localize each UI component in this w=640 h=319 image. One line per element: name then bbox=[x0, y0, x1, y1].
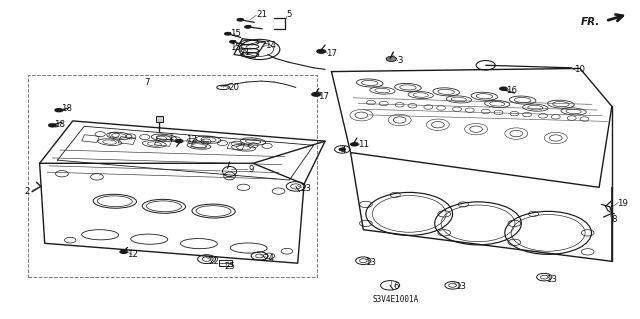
Text: 4: 4 bbox=[341, 145, 346, 154]
Text: 12: 12 bbox=[186, 135, 196, 145]
Circle shape bbox=[387, 56, 396, 62]
Bar bbox=[28, 75, 317, 277]
Text: 14: 14 bbox=[265, 41, 276, 49]
Circle shape bbox=[244, 25, 252, 29]
Text: 23: 23 bbox=[301, 184, 312, 193]
Text: 6: 6 bbox=[394, 282, 399, 291]
Text: 20: 20 bbox=[228, 83, 239, 92]
Text: 3: 3 bbox=[397, 56, 403, 65]
Text: 21: 21 bbox=[239, 48, 250, 57]
Text: 11: 11 bbox=[358, 140, 369, 149]
Circle shape bbox=[229, 40, 237, 44]
Text: 15: 15 bbox=[230, 43, 241, 52]
Circle shape bbox=[311, 92, 321, 97]
Circle shape bbox=[54, 108, 63, 112]
Text: 5: 5 bbox=[287, 10, 292, 19]
Text: 25: 25 bbox=[224, 262, 235, 271]
Bar bbox=[156, 116, 163, 122]
Circle shape bbox=[236, 18, 244, 22]
Text: 17: 17 bbox=[318, 92, 330, 101]
Bar bbox=[154, 138, 172, 146]
Text: 22: 22 bbox=[209, 257, 220, 266]
Circle shape bbox=[119, 250, 128, 254]
Bar bbox=[227, 142, 244, 150]
Text: 17: 17 bbox=[326, 49, 337, 58]
Text: 24: 24 bbox=[264, 254, 275, 263]
Text: 15: 15 bbox=[230, 28, 241, 38]
Text: 13: 13 bbox=[365, 258, 376, 267]
Circle shape bbox=[316, 49, 326, 54]
Text: 8: 8 bbox=[612, 215, 617, 224]
Text: 10: 10 bbox=[575, 64, 586, 74]
Circle shape bbox=[339, 147, 346, 151]
Text: 13: 13 bbox=[454, 282, 466, 292]
Text: 16: 16 bbox=[506, 86, 516, 95]
Text: 1: 1 bbox=[168, 133, 173, 142]
Text: 13: 13 bbox=[547, 275, 557, 284]
Text: 18: 18 bbox=[61, 104, 72, 113]
Bar bbox=[118, 137, 136, 145]
Circle shape bbox=[499, 86, 508, 91]
Text: S3V4E1001A: S3V4E1001A bbox=[372, 295, 419, 304]
Text: 21: 21 bbox=[256, 10, 267, 19]
Bar bbox=[191, 140, 209, 148]
Text: FR.: FR. bbox=[581, 17, 600, 27]
Text: 7: 7 bbox=[144, 78, 149, 87]
Text: 18: 18 bbox=[54, 120, 65, 129]
Circle shape bbox=[48, 123, 57, 128]
Circle shape bbox=[224, 32, 232, 36]
Text: 19: 19 bbox=[617, 199, 628, 208]
Text: 12: 12 bbox=[127, 250, 138, 259]
Text: 9: 9 bbox=[248, 165, 254, 174]
Circle shape bbox=[350, 142, 359, 146]
Circle shape bbox=[175, 139, 184, 143]
Bar bbox=[220, 260, 232, 266]
Text: 2: 2 bbox=[24, 187, 29, 196]
Bar bbox=[82, 135, 99, 143]
